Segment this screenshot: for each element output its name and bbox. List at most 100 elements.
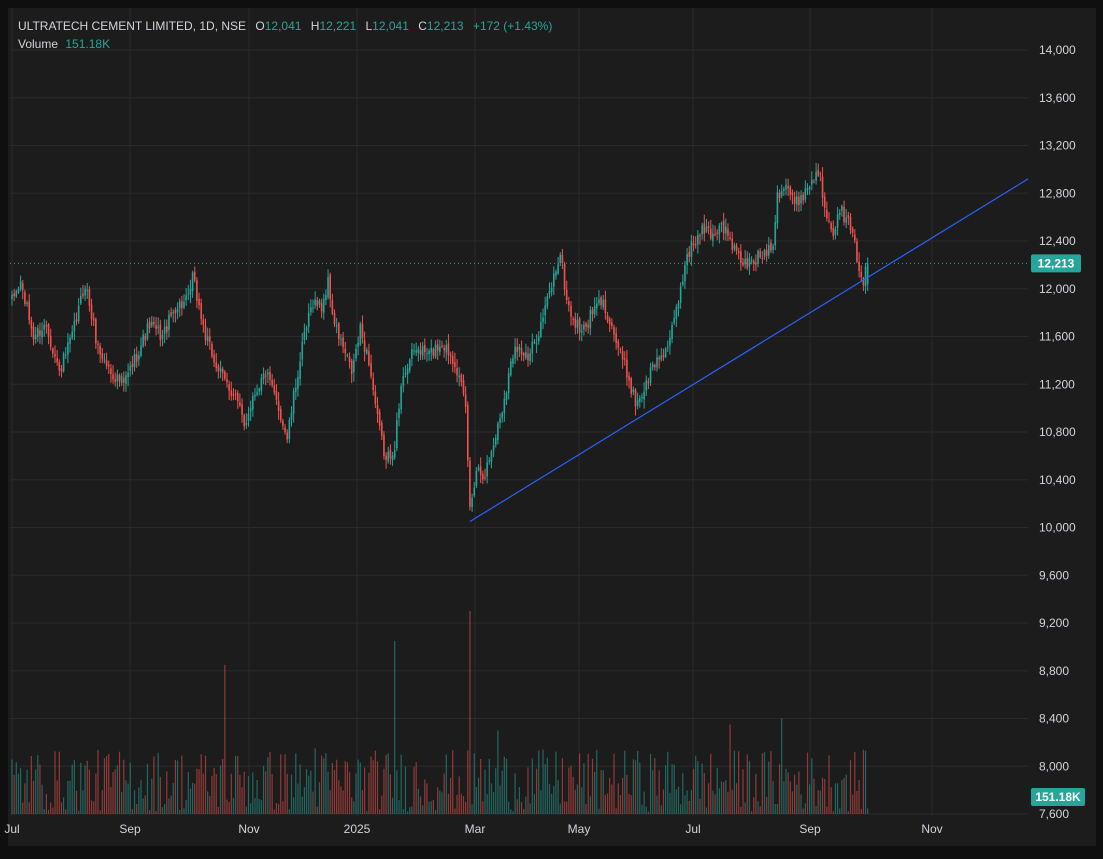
candle-body[interactable] — [200, 303, 202, 320]
candle-body[interactable] — [587, 324, 589, 328]
candle-body[interactable] — [669, 337, 671, 346]
candle-body[interactable] — [224, 371, 226, 379]
candle-body[interactable] — [568, 301, 570, 306]
candle-body[interactable] — [155, 325, 157, 329]
candle-body[interactable] — [761, 258, 764, 260]
candle-body[interactable] — [449, 354, 452, 357]
candle-body[interactable] — [363, 340, 366, 352]
candle-body[interactable] — [694, 244, 697, 246]
candle-body[interactable] — [565, 289, 568, 301]
candle-body[interactable] — [19, 281, 22, 290]
candle-body[interactable] — [866, 263, 869, 284]
candle-body[interactable] — [103, 359, 106, 361]
candle-body[interactable] — [596, 303, 598, 308]
candle-body[interactable] — [606, 315, 609, 322]
candle-body[interactable] — [415, 350, 417, 353]
candle-body[interactable] — [630, 378, 632, 394]
candle-body[interactable] — [361, 323, 364, 339]
candle-body[interactable] — [692, 243, 695, 246]
candle-body[interactable] — [690, 241, 693, 257]
candle-body[interactable] — [176, 308, 179, 313]
candle-body[interactable] — [628, 375, 630, 381]
candle-body[interactable] — [381, 423, 383, 436]
candle-body[interactable] — [537, 336, 540, 342]
candle-body[interactable] — [490, 451, 493, 462]
candle-body[interactable] — [479, 466, 482, 475]
candle-body[interactable] — [430, 347, 433, 353]
candle-body[interactable] — [80, 295, 82, 304]
candle-body[interactable] — [703, 223, 706, 234]
candle-body[interactable] — [226, 379, 228, 383]
candle-body[interactable] — [357, 342, 359, 347]
candle-body[interactable] — [553, 273, 555, 287]
candle-body[interactable] — [385, 455, 387, 460]
candle-body[interactable] — [632, 389, 635, 393]
candle-body[interactable] — [684, 265, 686, 282]
candle-body[interactable] — [183, 301, 185, 308]
candle-body[interactable] — [733, 245, 736, 249]
candle-body[interactable] — [467, 404, 469, 461]
candlesticks[interactable] — [11, 162, 869, 512]
candle-body[interactable] — [301, 341, 304, 360]
candle-body[interactable] — [172, 311, 175, 314]
candle-body[interactable] — [52, 348, 54, 354]
candle-body[interactable] — [783, 188, 785, 191]
candle-body[interactable] — [447, 343, 450, 356]
candle-body[interactable] — [32, 326, 35, 340]
candle-body[interactable] — [641, 397, 643, 399]
candle-body[interactable] — [727, 228, 729, 236]
candle-body[interactable] — [789, 186, 792, 195]
candle-body[interactable] — [232, 394, 235, 396]
candle-body[interactable] — [823, 196, 826, 208]
candle-body[interactable] — [608, 319, 611, 325]
candle-body[interactable] — [841, 205, 843, 211]
candle-body[interactable] — [780, 190, 783, 196]
candle-body[interactable] — [542, 317, 544, 322]
candle-body[interactable] — [196, 280, 198, 301]
candle-body[interactable] — [406, 368, 409, 375]
candle-body[interactable] — [426, 353, 428, 355]
candle-body[interactable] — [267, 372, 269, 375]
candle-body[interactable] — [821, 176, 824, 198]
candle-body[interactable] — [583, 324, 585, 330]
candle-body[interactable] — [370, 363, 372, 377]
candle-body[interactable] — [62, 353, 65, 372]
candle-body[interactable] — [864, 266, 867, 287]
candle-body[interactable] — [707, 226, 710, 229]
candle-body[interactable] — [193, 271, 196, 281]
candle-body[interactable] — [677, 302, 680, 309]
candle-body[interactable] — [787, 186, 789, 189]
candle-body[interactable] — [127, 372, 129, 378]
candle-body[interactable] — [26, 302, 28, 304]
candle-body[interactable] — [297, 376, 299, 389]
candle-body[interactable] — [774, 222, 777, 246]
candle-body[interactable] — [396, 420, 398, 449]
candle-body[interactable] — [245, 422, 248, 426]
candle-body[interactable] — [716, 232, 718, 234]
candle-body[interactable] — [819, 173, 822, 175]
candle-body[interactable] — [359, 324, 362, 345]
candle-body[interactable] — [464, 394, 467, 407]
candle-body[interactable] — [277, 400, 280, 411]
candle-body[interactable] — [800, 195, 802, 204]
candle-body[interactable] — [731, 238, 734, 250]
candle-body[interactable] — [458, 375, 460, 378]
candle-body[interactable] — [146, 323, 149, 339]
candle-body[interactable] — [249, 408, 252, 412]
candle-body[interactable] — [503, 398, 506, 414]
candle-body[interactable] — [252, 396, 254, 410]
candle-body[interactable] — [142, 334, 144, 347]
candle-body[interactable] — [67, 342, 69, 355]
candle-body[interactable] — [514, 346, 516, 359]
candle-body[interactable] — [271, 380, 273, 385]
candle-body[interactable] — [47, 324, 50, 337]
candle-body[interactable] — [798, 197, 800, 206]
candle-body[interactable] — [544, 305, 546, 316]
candle-body[interactable] — [236, 392, 239, 401]
candle-body[interactable] — [666, 346, 669, 348]
candle-body[interactable] — [168, 314, 170, 331]
candle-body[interactable] — [342, 337, 344, 348]
candle-body[interactable] — [37, 328, 39, 337]
candle-body[interactable] — [391, 455, 394, 461]
